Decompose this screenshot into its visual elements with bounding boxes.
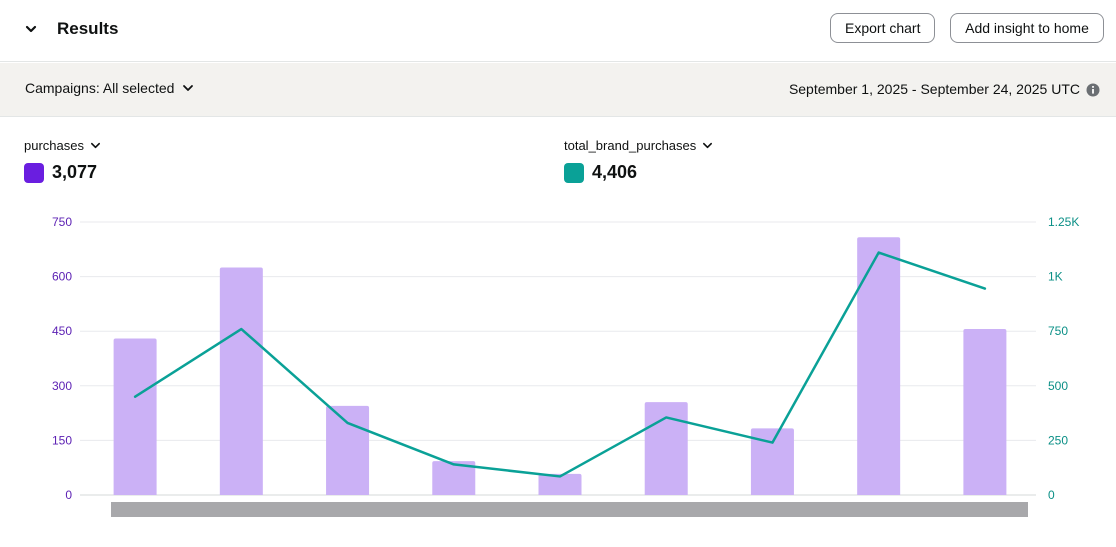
- legend-swatch-total-brand-purchases: [564, 162, 584, 183]
- metric-total: 3,077: [52, 162, 98, 182]
- bar-purchases: [538, 473, 582, 495]
- y-right-tick-label: 750: [1048, 324, 1068, 338]
- y-right-tick-label: 0: [1048, 488, 1055, 502]
- y-right-tick-label: 1K: [1048, 270, 1063, 284]
- y-left-tick-label: 600: [52, 270, 72, 284]
- results-header: Results Export chart Add insight to home: [0, 0, 1116, 62]
- collapse-chevron-icon[interactable]: [20, 18, 42, 40]
- bar-purchases: [113, 338, 157, 495]
- metric-name: total_brand_purchases: [564, 138, 697, 153]
- add-insight-button[interactable]: Add insight to home: [950, 13, 1104, 43]
- combo-chart: 0 150 300 450 600 750 0 250 500 750 1K 1.25K: [52, 215, 1079, 517]
- chart-scrollbar[interactable]: [111, 502, 1028, 517]
- bar-purchases: [857, 237, 901, 495]
- bar-purchases: [219, 267, 263, 495]
- date-range: September 1, 2025 - September 24, 2025 U…: [788, 81, 1080, 97]
- y-left-tick-label: 450: [52, 324, 72, 338]
- y-left-tick-label: 0: [65, 488, 72, 502]
- chevron-down-icon: [90, 142, 100, 149]
- y-right-tick-label: 250: [1048, 433, 1068, 447]
- metric-total: 4,406: [592, 162, 638, 182]
- metric-name: purchases: [24, 138, 84, 153]
- y-right-tick-label: 500: [1048, 379, 1068, 393]
- y-left-tick-label: 150: [52, 433, 72, 447]
- metric-total-total-brand-purchases: 4,406: [564, 162, 637, 183]
- bar-purchases: [963, 329, 1007, 495]
- y-left-tick-label: 300: [52, 379, 72, 393]
- bar-purchases: [432, 461, 476, 495]
- metric-selector-total-brand-purchases[interactable]: total_brand_purchases: [564, 138, 713, 153]
- export-chart-button[interactable]: Export chart: [830, 13, 935, 43]
- bar-purchases: [326, 405, 370, 495]
- campaigns-label: Campaigns: All selected: [25, 80, 175, 96]
- chevron-down-icon: [703, 142, 713, 149]
- info-icon[interactable]: [1086, 83, 1100, 97]
- bar-purchases: [750, 428, 794, 495]
- line-total-brand-purchases: [133, 251, 987, 478]
- y-right-tick-label: 1.25K: [1048, 215, 1079, 229]
- filter-bar: Campaigns: All selected September 1, 202…: [0, 63, 1116, 117]
- section-title: Results: [57, 19, 119, 38]
- chevron-down-icon: [183, 85, 194, 91]
- metric-selector-purchases[interactable]: purchases: [24, 138, 101, 153]
- legend-swatch-purchases: [24, 162, 44, 183]
- y-left-tick-label: 750: [52, 215, 72, 229]
- campaigns-dropdown[interactable]: Campaigns: All selected: [25, 80, 194, 96]
- bar-purchases: [644, 402, 688, 495]
- metric-total-purchases: 3,077: [24, 162, 97, 183]
